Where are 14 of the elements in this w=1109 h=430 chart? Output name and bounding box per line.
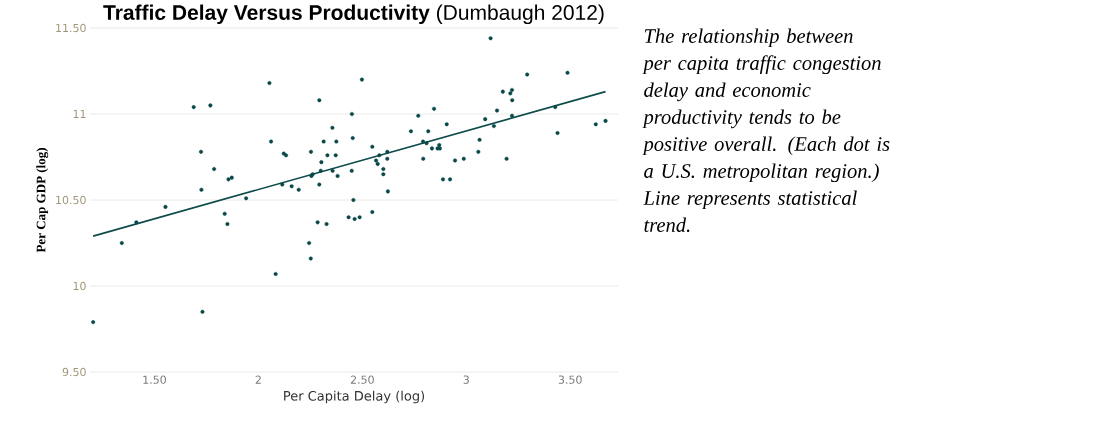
x-tick-label: 3 <box>463 375 469 384</box>
y-tick-label: 11 <box>73 109 86 119</box>
text: The relationship between per capita traffic congestion delay and economic productivity tends to be positive overall. (Each dot is a U.S. metropolitan region.) Line represents statistical trend. <box>642 28 890 233</box>
x-tick-label: 2.50 <box>350 375 374 384</box>
y-axis-title: Per Cap GDP (log) <box>36 148 49 253</box>
y-tick-label: 10 <box>73 281 86 291</box>
x-tick-label: 1.50 <box>143 375 166 384</box>
x-axis-title: Per Capita Delay (log) <box>284 390 425 404</box>
x-tick-label: 3.50 <box>558 375 582 384</box>
x-tick-label: 2 <box>255 375 261 384</box>
y-tick-label: 10.50 <box>56 195 86 205</box>
y-tick-label: 9.50 <box>62 367 86 377</box>
chart-title: Traffic Delay Versus Productivity (Dumbaugh 2012) <box>103 4 604 25</box>
y-tick-label: 11.50 <box>56 23 86 33</box>
